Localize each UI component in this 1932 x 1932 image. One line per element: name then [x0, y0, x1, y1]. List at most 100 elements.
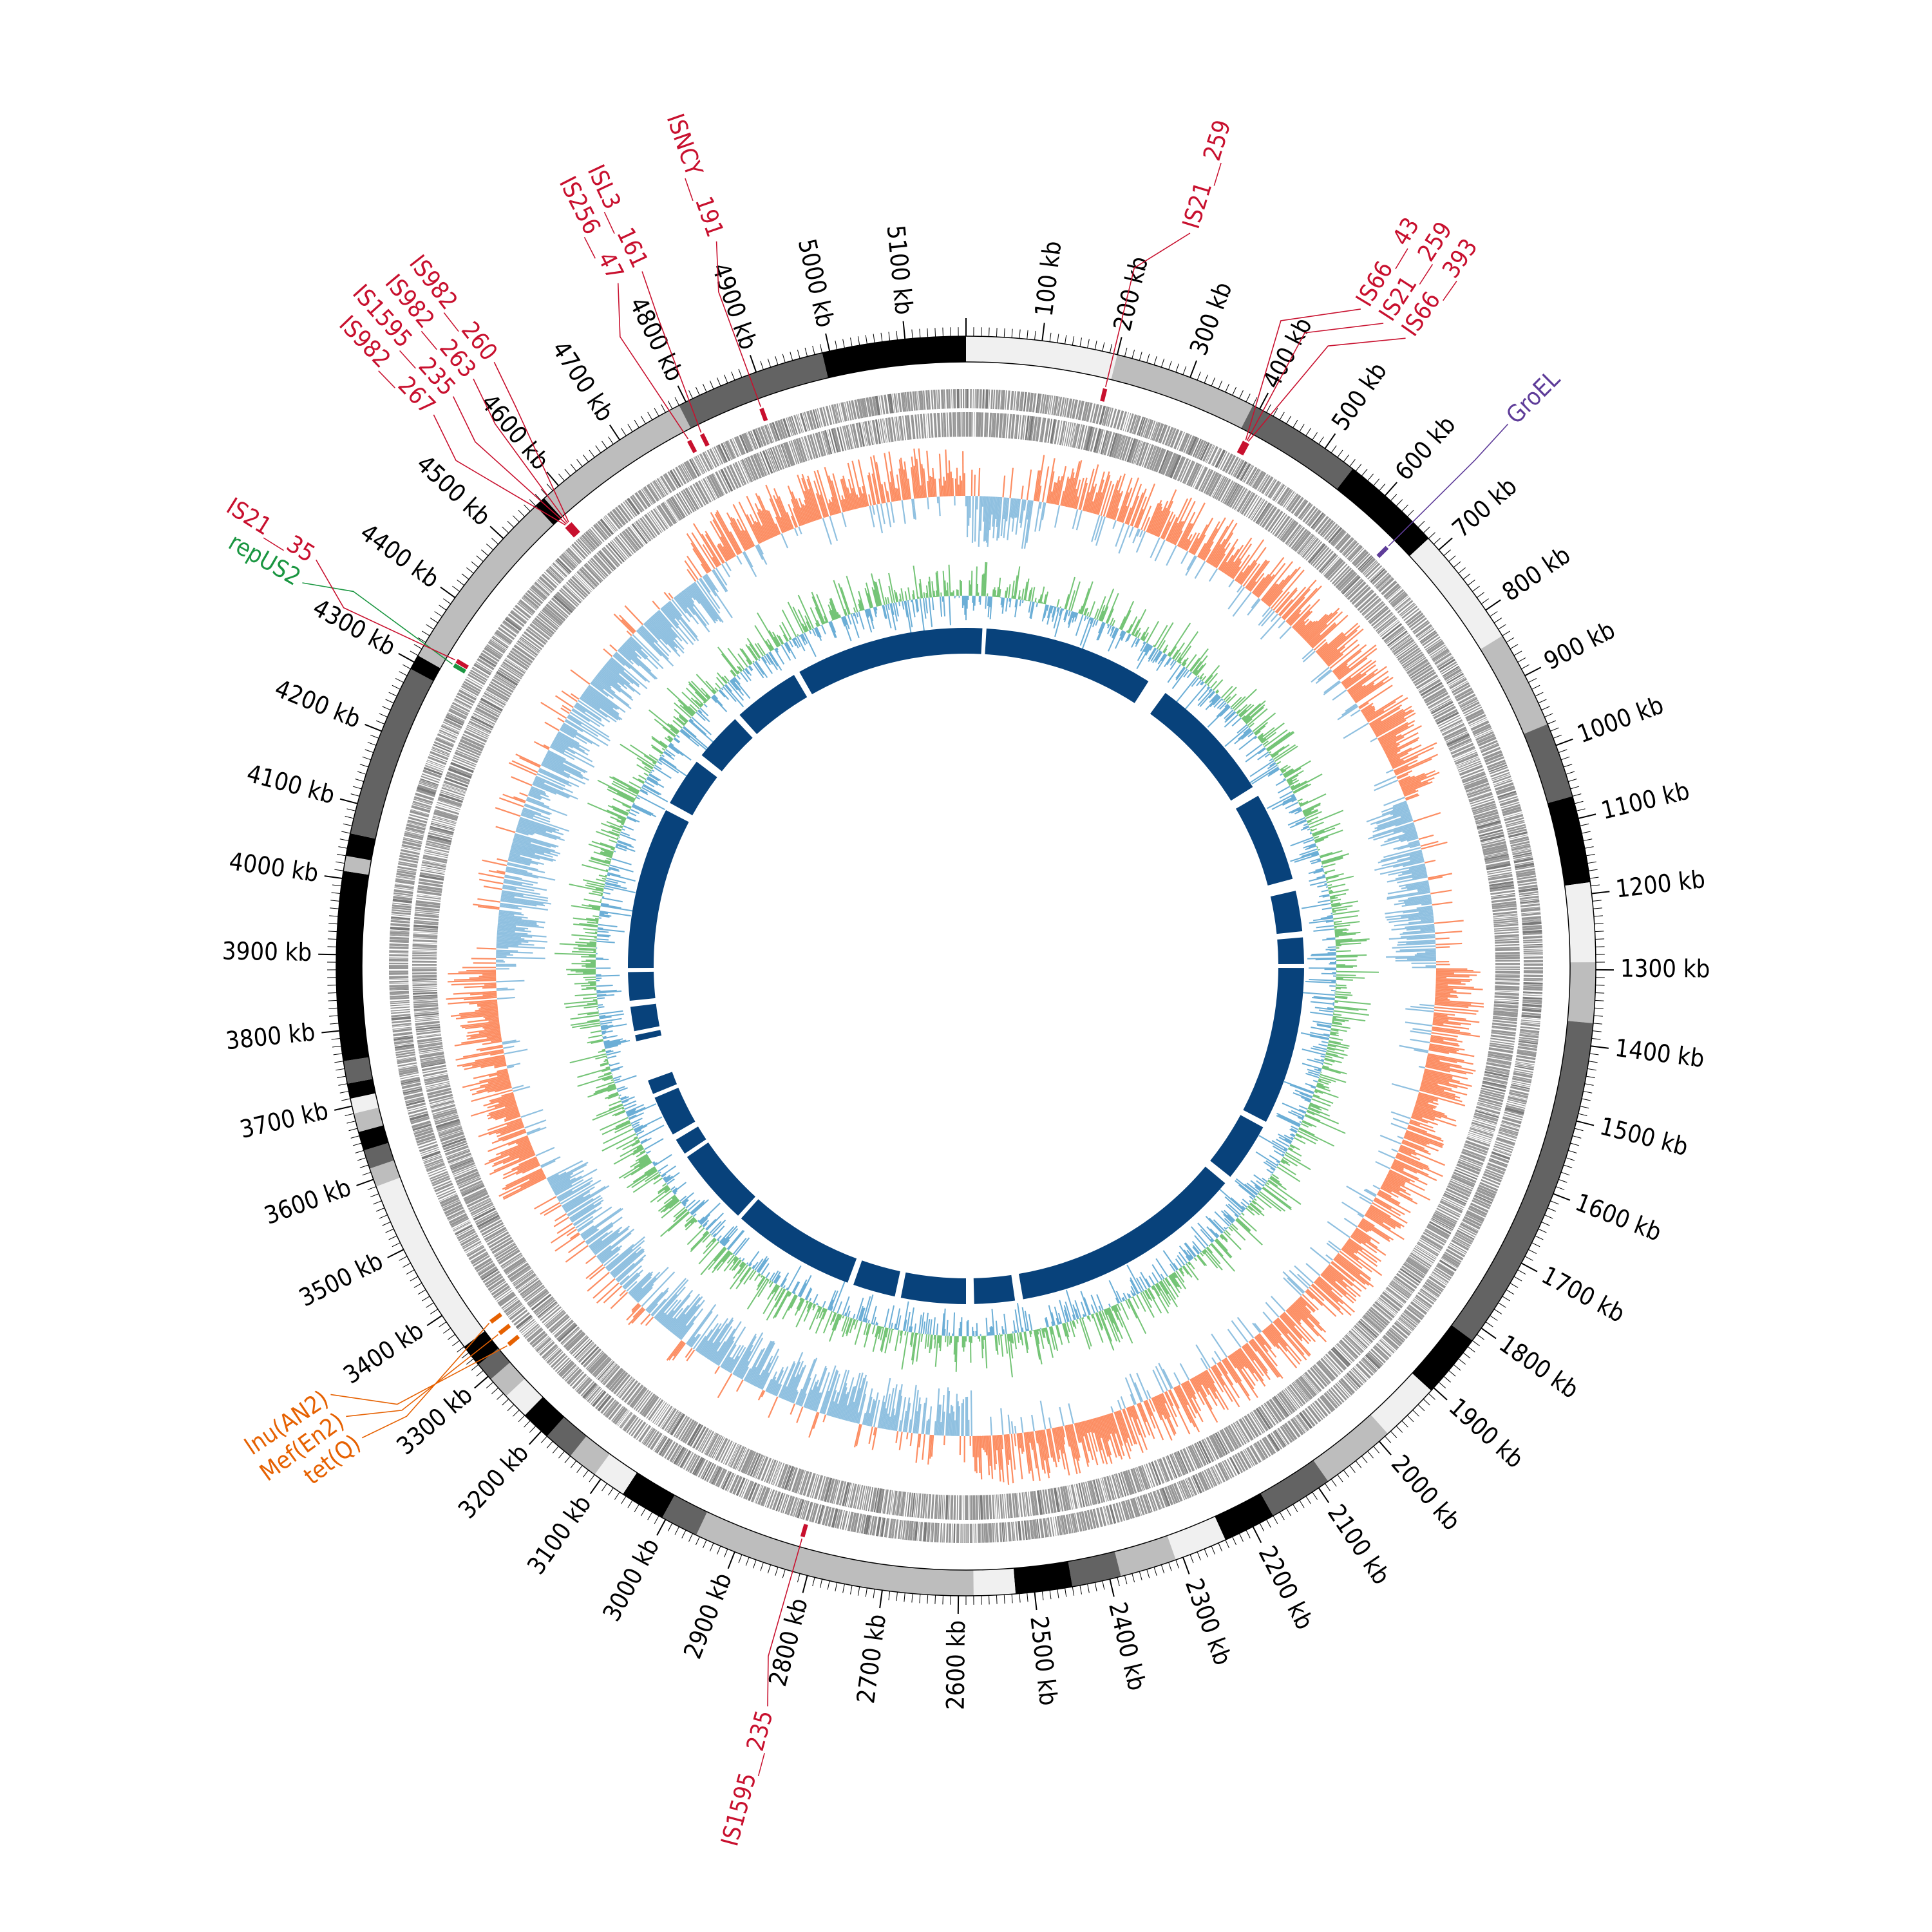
gene-block [1471, 1124, 1495, 1133]
gene-block [413, 924, 439, 929]
gc-skew-bar [1199, 528, 1218, 559]
gene-block [508, 652, 530, 668]
minor-tick [1524, 1256, 1533, 1261]
gene-block [1294, 500, 1309, 517]
gene-block [1405, 656, 1426, 672]
gene-block [397, 866, 417, 871]
gene-block [395, 879, 415, 886]
gene-block [1475, 816, 1500, 825]
gene-block [809, 1502, 816, 1522]
gene-block [408, 816, 428, 824]
gene-block [815, 408, 821, 428]
gene-block [885, 417, 891, 442]
gc-skew-bar [1405, 882, 1429, 887]
gene-block [1470, 798, 1495, 807]
gene-block [451, 701, 471, 713]
gene-block [886, 1490, 892, 1515]
gc-skew-bar [1347, 668, 1378, 692]
gene-block [1137, 1496, 1145, 1515]
gene-block [412, 802, 431, 809]
gene-block [996, 413, 999, 438]
gc-skew-bar [1411, 870, 1427, 875]
gene-block [1245, 1446, 1258, 1465]
gene-block [465, 1191, 489, 1205]
minor-tick [486, 1381, 494, 1388]
gene-block [413, 1126, 432, 1133]
tick-label: 200 kb [1108, 254, 1153, 334]
gene-block [1341, 540, 1356, 555]
gene-block [1492, 1025, 1517, 1030]
gene-block [833, 1480, 840, 1504]
gene-block [565, 1331, 584, 1350]
gc-skew-bar [991, 497, 994, 515]
gene-block [486, 1231, 509, 1246]
gene-block [1105, 1505, 1113, 1525]
gene-block [1047, 1488, 1054, 1513]
gene-block [413, 1000, 438, 1004]
gene-block [560, 587, 580, 606]
gene-block [472, 667, 489, 678]
gene-block [978, 1495, 981, 1520]
gene-block [1423, 1231, 1445, 1246]
gene-block [1486, 863, 1511, 871]
gc-skew-bar [1228, 543, 1252, 577]
gene-block [622, 530, 639, 551]
gene-block [1466, 785, 1490, 794]
gene-block [638, 519, 654, 540]
minor-tick [359, 764, 369, 768]
gene-block [545, 1347, 560, 1362]
gene-block [1417, 677, 1439, 691]
minor-tick [365, 749, 374, 753]
gene-block [1523, 963, 1543, 966]
gene-block [1036, 393, 1039, 413]
gene-block [468, 720, 492, 734]
minor-tick [1245, 393, 1251, 402]
gene-block [701, 479, 714, 502]
minor-tick [1232, 386, 1236, 395]
gene-block [892, 393, 896, 413]
gene-block [849, 1483, 857, 1508]
gene-block [567, 580, 587, 598]
gene-block [933, 413, 938, 438]
minor-tick [1448, 555, 1456, 562]
gc-skew-bar [1273, 591, 1290, 611]
gene-block [426, 1162, 445, 1171]
gc-skew-bar [1091, 515, 1101, 542]
gene-block [601, 547, 619, 568]
gene-block [1427, 641, 1445, 655]
gene-block [430, 1099, 454, 1106]
gene-block [1394, 1321, 1411, 1336]
gene-block [1457, 1229, 1475, 1240]
gene-block [477, 1262, 495, 1274]
gc-skew-bar [1010, 1421, 1014, 1434]
gene-block [1490, 884, 1515, 890]
tick-label: 4000 kb [227, 847, 320, 887]
gene-block [398, 1065, 417, 1069]
gene-block [869, 421, 874, 445]
gc-skew-bar [1116, 1410, 1132, 1452]
gene-block [889, 1490, 894, 1515]
gc-skew-bar [1226, 537, 1253, 576]
gene-block [646, 484, 659, 502]
tick-label: 4200 kb [271, 674, 365, 734]
gene-block [1374, 1301, 1395, 1319]
gene-block [1371, 570, 1388, 585]
gene-block [460, 1235, 478, 1246]
gene-block [1243, 465, 1255, 483]
gc-skew-bar [1206, 526, 1229, 563]
gene-block [714, 1437, 728, 1461]
gene-block [1053, 1488, 1061, 1513]
gene-block [1159, 1488, 1169, 1508]
gene-block [444, 777, 469, 788]
gc-skew-bar [985, 496, 990, 543]
gene-block [1321, 1394, 1336, 1412]
gene-block [1378, 1341, 1393, 1355]
gene-block [1209, 1434, 1224, 1458]
gene-block [633, 1389, 650, 1410]
gene-block [1347, 1332, 1365, 1350]
gc-skew-bar [1372, 822, 1414, 837]
gene-block [497, 1291, 515, 1305]
gene-block [785, 441, 795, 466]
gene-block [426, 1162, 444, 1170]
gene-block [705, 1432, 717, 1455]
